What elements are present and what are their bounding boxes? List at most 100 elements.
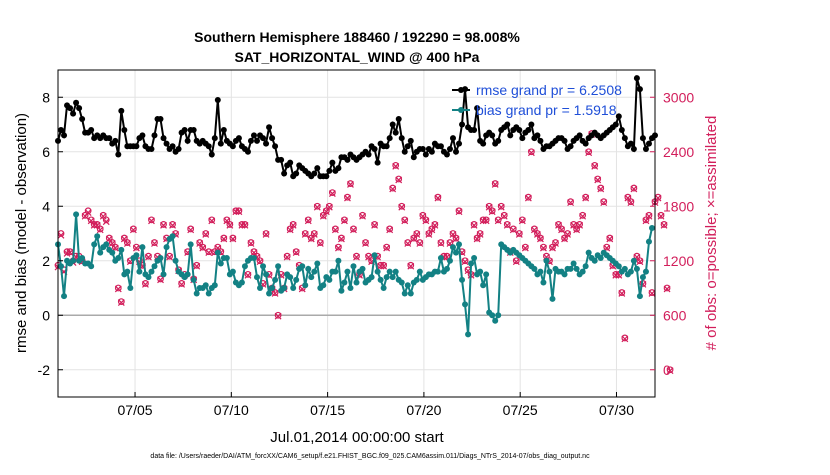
- obs-assimilated-point: [142, 280, 149, 288]
- obs-assimilated-point: [359, 212, 366, 220]
- obs-assimilated-stroke: [347, 181, 354, 188]
- obs-possible-point: [657, 211, 665, 219]
- obs-possible-point: [389, 184, 397, 192]
- rmse-point: [214, 96, 221, 103]
- rmse-point: [79, 116, 86, 123]
- obs-possible-point: [319, 211, 327, 219]
- rmse-point: [474, 105, 481, 112]
- obs-possible-point: [401, 216, 409, 224]
- obs-assimilated-stroke: [365, 253, 372, 261]
- y-tick-label: -2: [38, 362, 51, 378]
- obs-assimilated-point: [401, 217, 409, 225]
- obs-possible-point: [313, 202, 321, 210]
- obs-assimilated-point: [579, 212, 587, 220]
- rmse-point: [621, 135, 628, 142]
- obs-possible-point: [199, 243, 207, 251]
- obs-assimilated-stroke: [350, 226, 357, 234]
- obs-assimilated-stroke: [395, 176, 403, 184]
- obs-possible-point: [316, 239, 324, 246]
- rmse-point: [633, 75, 640, 82]
- obs-assimilated-stroke: [443, 253, 451, 261]
- obs-possible-point: [425, 230, 433, 237]
- obs-assimilated-point: [582, 194, 590, 202]
- obs-assimilated-point: [576, 221, 584, 229]
- obs-possible-point: [488, 207, 496, 215]
- obs-assimilated-stroke: [235, 208, 243, 216]
- rmse-point: [344, 156, 351, 163]
- rmse-point: [519, 135, 526, 142]
- rmse-point: [567, 143, 574, 150]
- obs-assimilated-point: [99, 212, 107, 220]
- bias-point: [537, 268, 544, 275]
- obs-possible-point: [537, 234, 544, 242]
- obs-assimilated-stroke: [666, 367, 674, 375]
- obs-assimilated-point: [552, 240, 559, 247]
- obs-assimilated-point: [328, 190, 336, 197]
- bias-point: [193, 290, 200, 297]
- obs-possible-point: [335, 243, 342, 251]
- obs-assimilated-point: [57, 231, 65, 239]
- obs-assimilated-point: [271, 290, 279, 297]
- obs-assimilated-point: [624, 194, 632, 202]
- bias-point: [115, 255, 122, 262]
- obs-assimilated-stroke: [579, 212, 587, 220]
- obs-assimilated-stroke: [618, 290, 626, 297]
- bias-point: [465, 331, 472, 338]
- obs-assimilated-point: [530, 226, 538, 234]
- bias-point: [299, 263, 306, 270]
- obs-possible-point: [286, 225, 294, 233]
- obs-assimilated-stroke: [524, 194, 532, 202]
- obs-assimilated-stroke: [220, 235, 228, 243]
- bias-point: [250, 255, 257, 262]
- obs-assimilated-stroke: [208, 217, 216, 225]
- obs-assimilated-point: [524, 194, 532, 202]
- rmse-point: [250, 132, 257, 139]
- obs-assimilated-point: [389, 185, 397, 193]
- obs-assimilated-point: [561, 235, 568, 243]
- bias-point: [489, 312, 496, 319]
- obs-assimilated-stroke: [256, 258, 264, 266]
- obs-assimilated-point: [241, 221, 249, 229]
- bias-point: [582, 263, 589, 270]
- obs-possible-point: [660, 221, 668, 228]
- bias-point: [335, 257, 342, 264]
- obs-possible-point: [431, 221, 439, 228]
- bias-point: [401, 290, 408, 297]
- obs-possible-point: [229, 234, 237, 242]
- bias-point: [260, 263, 267, 270]
- obs-assimilated-point: [238, 221, 246, 229]
- bias-point: [468, 260, 475, 267]
- bias-point: [630, 257, 637, 264]
- y-tick-label: 2: [42, 253, 50, 269]
- obs-assimilated-stroke: [425, 230, 433, 238]
- obs-assimilated-stroke: [452, 235, 460, 243]
- obs-assimilated-point: [292, 249, 300, 256]
- rmse-point: [504, 121, 511, 128]
- rmse-point: [401, 148, 408, 155]
- legend-bias-label: bias grand pr = 1.5918: [476, 102, 617, 118]
- obs-assimilated-stroke: [509, 226, 517, 234]
- obs-assimilated-stroke: [446, 240, 454, 247]
- obs-assimilated-stroke: [274, 312, 282, 320]
- obs-assimilated-stroke: [488, 208, 496, 216]
- obs-assimilated-stroke: [470, 221, 478, 229]
- obs-possible-point: [573, 225, 581, 233]
- obs-assimilated-stroke: [362, 240, 369, 247]
- obs-possible-point: [208, 216, 216, 224]
- rmse-point: [157, 116, 164, 123]
- obs-possible-point: [503, 221, 511, 228]
- obs-assimilated-point: [536, 235, 544, 243]
- bias-point: [103, 241, 110, 248]
- obs-possible-point: [512, 257, 520, 265]
- footer-data-file: data file: /Users/raeder/DAI/ATM_forcXX/…: [150, 453, 590, 460]
- bias-point: [308, 274, 315, 281]
- bias-point: [570, 260, 577, 267]
- rmse-point: [642, 146, 649, 153]
- obs-assimilated-point: [229, 235, 237, 243]
- obs-assimilated-point: [600, 199, 608, 207]
- obs-assimilated-point: [310, 230, 318, 238]
- obs-assimilated-point: [283, 253, 291, 261]
- obs-assimilated-stroke: [310, 230, 318, 238]
- obs-possible-point: [304, 216, 312, 224]
- obs-possible-point: [521, 243, 529, 251]
